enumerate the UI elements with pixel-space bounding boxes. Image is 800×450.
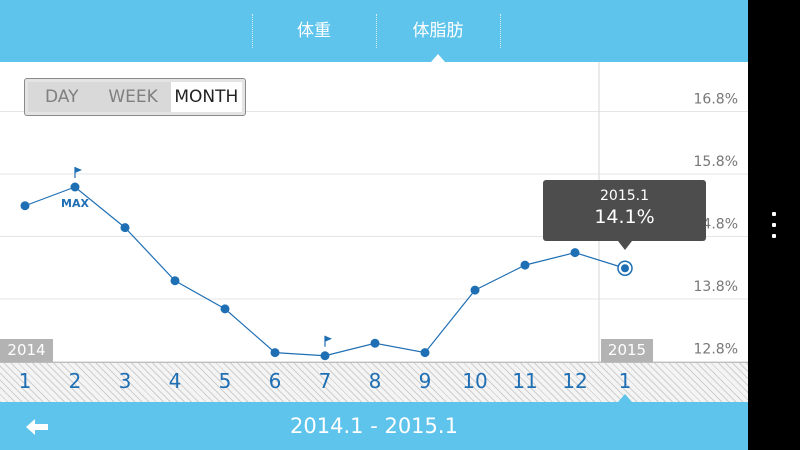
month-label[interactable]: 9: [418, 369, 432, 393]
data-point[interactable]: [370, 338, 380, 348]
month-label[interactable]: 5: [218, 369, 232, 393]
data-points: [20, 182, 633, 361]
menu-dot: [772, 212, 776, 216]
data-point[interactable]: [470, 285, 480, 295]
value-tooltip: 2015.1 14.1%: [543, 180, 706, 250]
tab-divider: [252, 14, 253, 48]
y-tick-label: 12.8%: [694, 342, 738, 358]
data-point[interactable]: [270, 348, 280, 358]
year-label-start: 2014: [0, 339, 53, 362]
month-label[interactable]: 2: [68, 369, 82, 393]
app-screen: 体重 体脂肪 16.8%15.8%14.8%13.8%12.8% MAXMIN …: [0, 0, 748, 450]
month-label[interactable]: 10: [462, 369, 488, 393]
tab-divider: [376, 14, 377, 48]
period-week-button[interactable]: WEEK: [95, 82, 171, 112]
month-label[interactable]: 7: [318, 369, 332, 393]
month-label[interactable]: 3: [118, 369, 132, 393]
month-label[interactable]: 1: [618, 369, 632, 393]
data-point[interactable]: [520, 260, 530, 270]
month-label[interactable]: 6: [268, 369, 282, 393]
arrow-left-icon: [26, 419, 48, 435]
tab-weight[interactable]: 体重: [297, 21, 331, 41]
max-flag-icon: [74, 167, 82, 178]
data-point[interactable]: [220, 304, 230, 314]
y-tick-label: 13.8%: [694, 279, 738, 295]
month-label[interactable]: 11: [512, 369, 538, 393]
menu-dot: [772, 223, 776, 227]
series-line: [24, 186, 626, 357]
max-label: MAX: [61, 197, 89, 210]
month-label[interactable]: 12: [562, 369, 588, 393]
overflow-menu-icon[interactable]: [766, 208, 782, 242]
tooltip-value: 14.1%: [594, 206, 655, 228]
period-month-button[interactable]: MONTH: [170, 82, 242, 112]
footer-bar: 2014.1 - 2015.1: [0, 402, 748, 450]
data-point[interactable]: [420, 348, 430, 358]
data-point[interactable]: [120, 223, 130, 233]
active-tab-indicator: [431, 54, 445, 62]
tab-body-fat[interactable]: 体脂肪: [412, 21, 464, 41]
period-toggle: DAY WEEK MONTH: [24, 78, 246, 116]
month-label[interactable]: 8: [368, 369, 382, 393]
year-label-end: 2015: [601, 339, 653, 362]
month-label[interactable]: 4: [168, 369, 182, 393]
data-point-selected[interactable]: [621, 264, 629, 273]
data-point[interactable]: [320, 351, 330, 361]
tooltip-arrow: [618, 241, 632, 250]
tab-divider: [500, 14, 501, 48]
tooltip-date: 2015.1: [600, 188, 649, 204]
y-tick-label: 15.8%: [694, 154, 738, 170]
min-flag-icon: [324, 335, 332, 347]
y-tick-label: 16.8%: [694, 92, 738, 108]
data-point[interactable]: [570, 248, 580, 258]
menu-dot: [772, 234, 776, 238]
date-range-label: 2014.1 - 2015.1: [290, 414, 458, 438]
back-button[interactable]: [20, 412, 60, 442]
month-label[interactable]: 1: [18, 369, 32, 393]
header-bar: 体重 体脂肪: [0, 0, 748, 62]
system-navigation-bar: [748, 0, 800, 450]
data-point[interactable]: [170, 276, 180, 286]
data-point[interactable]: [20, 201, 30, 211]
period-day-button[interactable]: DAY: [28, 82, 96, 112]
extreme-markers: MAXMIN: [61, 167, 332, 347]
data-point[interactable]: [70, 182, 80, 192]
month-axis[interactable]: 1 2 3 4 5 6 7 8 9 10 11 12 1: [0, 362, 748, 402]
selected-month-indicator: [618, 394, 632, 402]
